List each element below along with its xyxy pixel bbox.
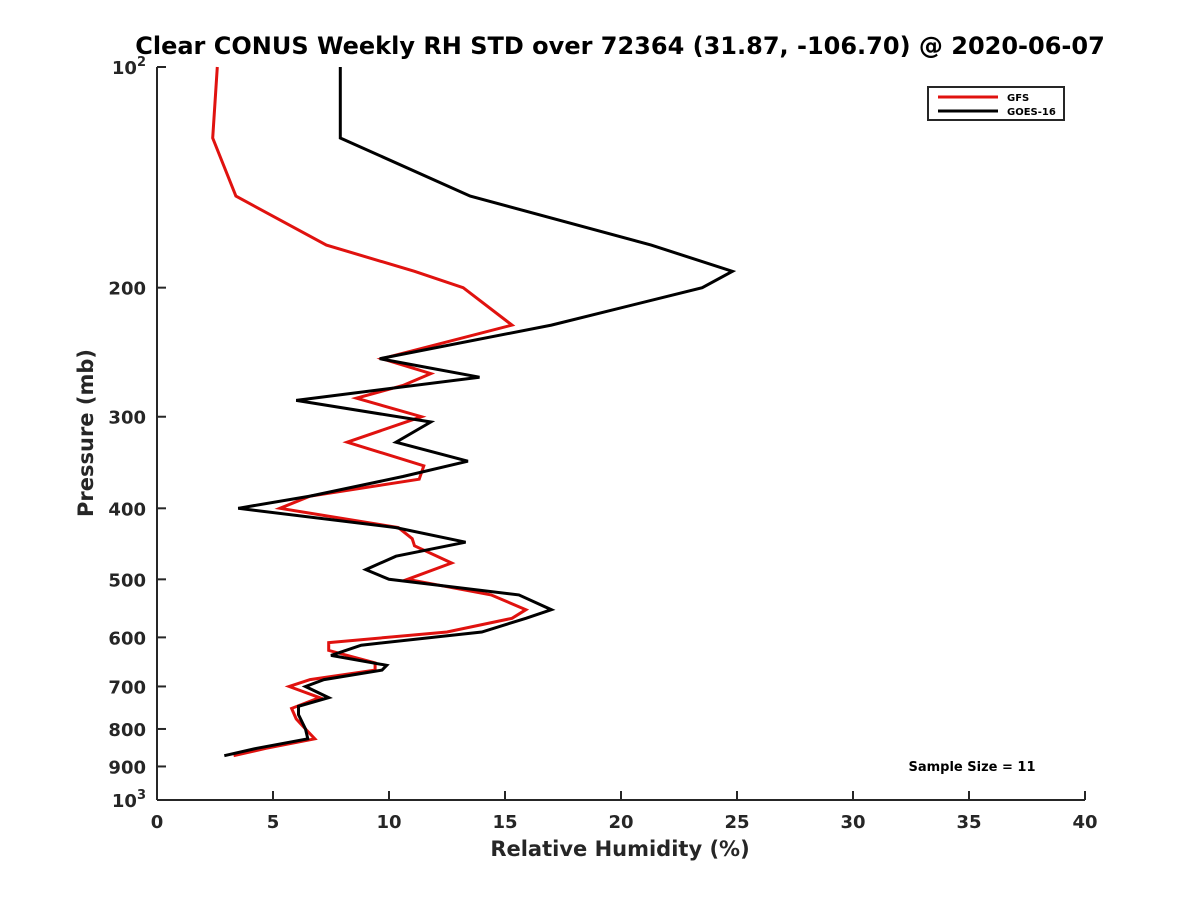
y-tick-label: 500 xyxy=(108,570,146,591)
y-tick-label: 300 xyxy=(108,408,146,429)
legend-label-gfs: GFS xyxy=(1007,93,1029,104)
x-tick-label: 35 xyxy=(956,812,981,833)
legend: GFS GOES-16 xyxy=(927,86,1065,121)
y-tick-label: 200 xyxy=(108,279,146,300)
x-tick-label: 5 xyxy=(267,812,280,833)
legend-label-goes-16: GOES-16 xyxy=(1007,107,1056,118)
series-line-gfs xyxy=(211,66,530,758)
axes: 0 5 10 15 20 25 30 35 40 102 200 300 400 500 600 700 800… xyxy=(108,55,1097,833)
x-tick-label: 0 xyxy=(151,812,164,833)
series-line-goes-16 xyxy=(223,67,737,758)
y-tick-label: 103 xyxy=(112,788,146,812)
y-tick-label: 400 xyxy=(108,499,146,520)
y-tick-label: 800 xyxy=(108,720,146,741)
sample-size-annotation: Sample Size = 11 xyxy=(908,760,1035,775)
y-tick-label: 700 xyxy=(108,677,146,698)
series-lines xyxy=(211,66,737,758)
x-axis-label: Relative Humidity (%) xyxy=(490,837,749,861)
chart-title: Clear CONUS Weekly RH STD over 72364 (31… xyxy=(135,32,1105,60)
y-tick-label: 102 xyxy=(112,55,146,79)
y-axis-label: Pressure (mb) xyxy=(74,349,98,517)
x-tick-label: 40 xyxy=(1072,812,1097,833)
x-tick-label: 10 xyxy=(376,812,401,833)
x-tick-label: 30 xyxy=(840,812,865,833)
legend-box xyxy=(927,86,1065,121)
y-tick-label: 900 xyxy=(108,757,146,778)
x-tick-label: 25 xyxy=(724,812,749,833)
x-tick-label: 20 xyxy=(608,812,633,833)
x-tick-label: 15 xyxy=(492,812,517,833)
y-tick-label: 600 xyxy=(108,628,146,649)
